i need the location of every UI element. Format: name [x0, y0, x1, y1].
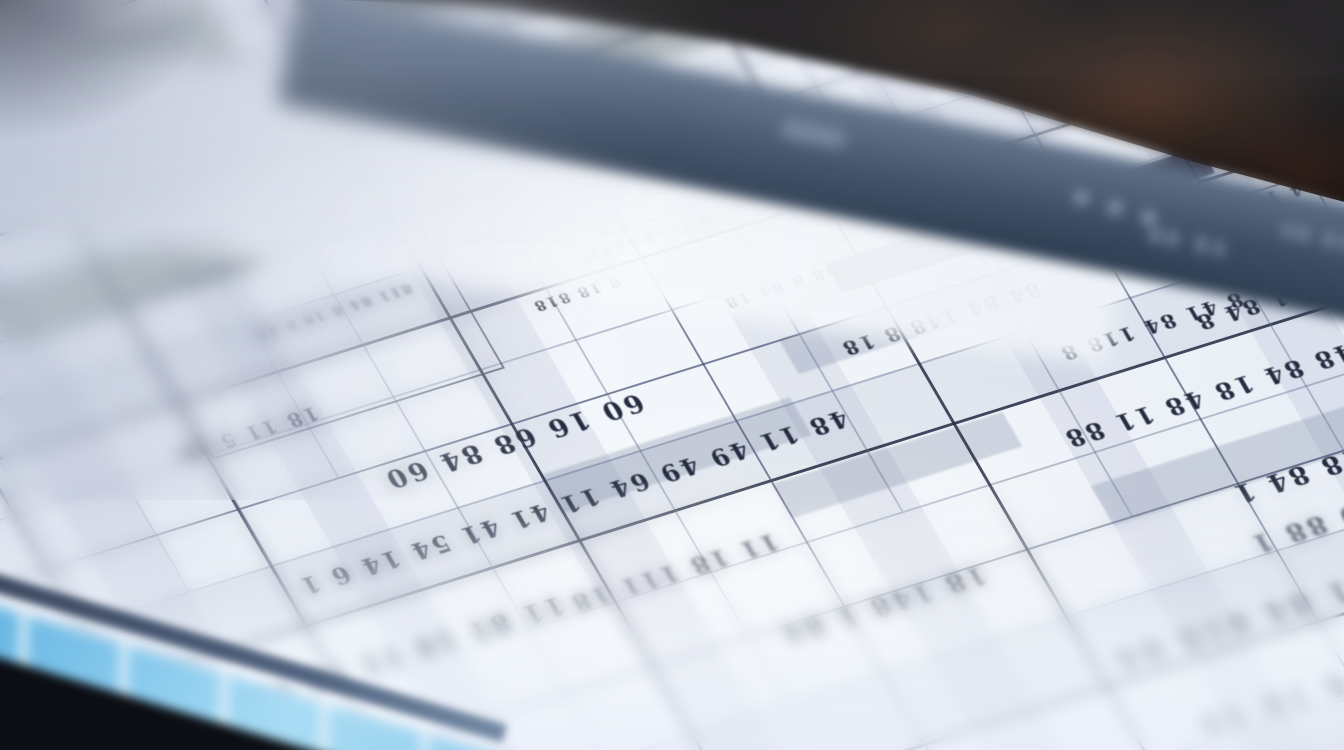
- toolbar-dot-icon: [1106, 200, 1123, 216]
- toolbar-dot-icon: [1073, 190, 1090, 206]
- toolbar-glyph-text: 98 84M: [1279, 220, 1344, 261]
- toolbar-icon-cluster-blob: [780, 119, 847, 150]
- toolbar-glyph-text: 88 84: [1145, 222, 1232, 263]
